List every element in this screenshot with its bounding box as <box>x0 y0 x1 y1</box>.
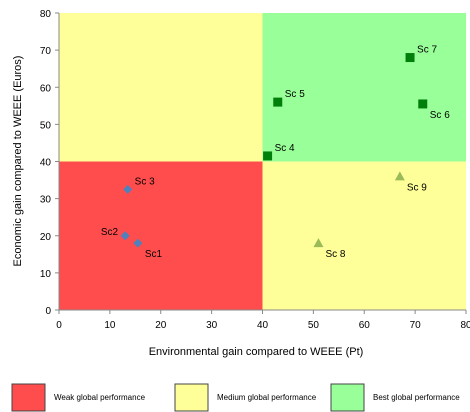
x-tick-label: 70 <box>410 320 422 331</box>
point-sc8-label: Sc 8 <box>325 249 345 260</box>
x-tick-label: 20 <box>155 320 167 331</box>
point-sc7-label: Sc 7 <box>417 45 437 56</box>
data-points: Sc1 Sc2 Sc 3 Sc 4 Sc 5 Sc 6 Sc 7 Sc 8 Sc 9 <box>101 45 450 261</box>
point-sc5-label: Sc 5 <box>285 89 305 100</box>
region-weak-global-performance-0 <box>59 161 263 310</box>
legend-medium-global-performance-swatch <box>174 383 209 412</box>
region-medium-global-performance-2 <box>262 161 466 310</box>
x-tick-label: 50 <box>308 320 320 331</box>
y-tick-label: 80 <box>40 9 52 20</box>
point-sc2-label: Sc2 <box>101 227 119 238</box>
y-tick-label: 50 <box>40 120 52 131</box>
x-tick-label: 60 <box>359 320 371 331</box>
x-tick-label: 80 <box>460 320 470 331</box>
point-sc3-marker <box>123 184 133 194</box>
y-tick-label: 0 <box>45 306 51 317</box>
legend-medium-global-performance-text: Medium global performance <box>217 393 317 402</box>
point-sc8-marker <box>313 238 324 248</box>
point-sc9-marker <box>394 171 405 181</box>
y-tick-label: 10 <box>40 269 52 280</box>
y-tick-label: 30 <box>40 195 52 206</box>
point-sc6-label: Sc 6 <box>430 110 450 121</box>
point-sc1-label: Sc1 <box>145 249 163 260</box>
point-sc7-marker <box>405 53 415 63</box>
legend: Weak global performance Medium global per… <box>11 383 460 412</box>
y-tick-label: 40 <box>40 158 52 169</box>
region-best-global-performance-3 <box>262 13 466 162</box>
legend-weak-global-performance-text: Weak global performance <box>54 393 146 402</box>
point-sc4-marker <box>263 151 273 161</box>
point-sc4-label: Sc 4 <box>275 143 295 154</box>
x-tick-label: 40 <box>257 320 269 331</box>
point-sc9-label: Sc 9 <box>407 182 427 193</box>
y-tick-label: 60 <box>40 83 52 94</box>
x-tick-label: 0 <box>56 320 62 331</box>
point-sc1-marker <box>133 238 143 248</box>
x-axis-title: Environmental gain compared to WEEE (Pt) <box>149 346 364 358</box>
legend-best-global-performance-swatch <box>330 383 365 412</box>
point-sc5-marker <box>273 97 283 107</box>
legend-weak-global-performance-swatch <box>11 383 46 412</box>
point-sc6-marker <box>418 99 428 109</box>
y-axis-title: Economic gain compared to WEEE (Euros) <box>12 56 24 267</box>
legend-best-global-performance-text: Best global performance <box>373 393 460 402</box>
x-tick-label: 30 <box>206 320 218 331</box>
point-sc2-marker <box>120 231 130 241</box>
point-sc3-label: Sc 3 <box>135 176 155 187</box>
y-tick-label: 20 <box>40 232 52 243</box>
y-tick-labels: 0 10 20 30 40 50 60 70 80 <box>40 9 59 317</box>
x-tick-labels: 0 10 20 30 40 50 60 70 80 <box>56 310 470 331</box>
x-tick-label: 10 <box>104 320 116 331</box>
performance-regions <box>59 13 466 310</box>
y-tick-label: 70 <box>40 46 52 57</box>
region-medium-global-performance-1 <box>59 13 263 162</box>
